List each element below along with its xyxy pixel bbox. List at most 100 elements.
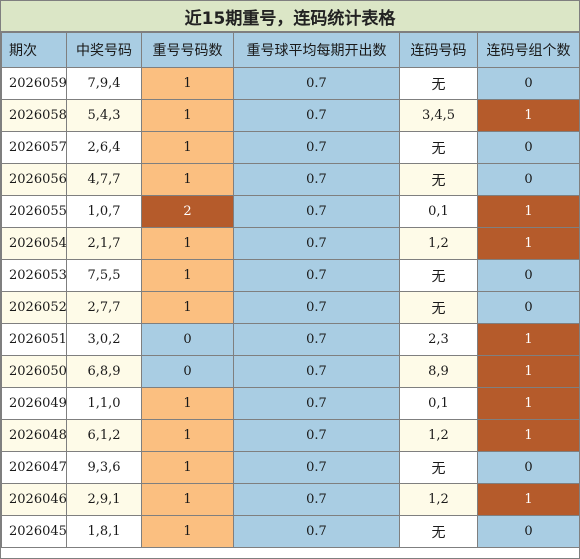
table-row: 2026046 2,9,1 1 0.7 1,2 1 [1, 483, 580, 516]
repeat-count-cell: 1 [141, 67, 234, 100]
table-row: 2026058 5,4,3 1 0.7 3,4,5 1 [1, 99, 580, 132]
repeat-average-cell: 0.7 [233, 355, 400, 388]
winning-numbers-cell: 6,8,9 [66, 355, 142, 388]
lian-groups-cell: 0 [477, 451, 580, 484]
repeat-count-cell: 0 [141, 355, 234, 388]
repeat-count-cell: 2 [141, 195, 234, 228]
winning-numbers-cell: 6,1,2 [66, 419, 142, 452]
period-cell: 2026057 [1, 131, 67, 164]
winning-numbers-cell: 2,6,4 [66, 131, 142, 164]
period-cell: 2026049 [1, 387, 67, 420]
winning-numbers-cell: 2,9,1 [66, 483, 142, 516]
period-cell: 2026056 [1, 163, 67, 196]
winning-numbers-cell: 3,0,2 [66, 323, 142, 356]
winning-numbers-cell: 7,5,5 [66, 259, 142, 292]
repeat-average-cell: 0.7 [233, 291, 400, 324]
lian-numbers-cell: 无 [399, 515, 478, 548]
lian-groups-cell: 1 [477, 227, 580, 260]
lian-groups-cell: 1 [477, 387, 580, 420]
lian-groups-cell: 0 [477, 131, 580, 164]
winning-numbers-cell: 2,1,7 [66, 227, 142, 260]
lian-numbers-cell: 2,3 [399, 323, 478, 356]
repeat-count-cell: 1 [141, 387, 234, 420]
lian-groups-cell: 1 [477, 355, 580, 388]
lian-groups-cell: 1 [477, 99, 580, 132]
table-row: 2026048 6,1,2 1 0.7 1,2 1 [1, 419, 580, 452]
period-cell: 2026052 [1, 291, 67, 324]
lian-numbers-cell: 无 [399, 451, 478, 484]
header-period: 期次 [1, 32, 67, 68]
header-lian-groups: 连码号组个数 [477, 32, 580, 68]
period-cell: 2026054 [1, 227, 67, 260]
repeat-average-cell: 0.7 [233, 67, 400, 100]
repeat-count-cell: 1 [141, 515, 234, 548]
header-repeat-average: 重号球平均每期开出数 [233, 32, 400, 68]
repeat-count-cell: 1 [141, 99, 234, 132]
repeat-average-cell: 0.7 [233, 515, 400, 548]
repeat-count-cell: 0 [141, 323, 234, 356]
repeat-average-cell: 0.7 [233, 99, 400, 132]
lian-groups-cell: 1 [477, 195, 580, 228]
winning-numbers-cell: 1,8,1 [66, 515, 142, 548]
table-row: 2026049 1,1,0 1 0.7 0,1 1 [1, 387, 580, 420]
repeat-average-cell: 0.7 [233, 163, 400, 196]
repeat-count-cell: 1 [141, 419, 234, 452]
table-body: 2026059 7,9,4 1 0.7 无 0 2026058 5,4,3 1 0.7 3,4,5 1… [1, 67, 580, 548]
period-cell: 2026048 [1, 419, 67, 452]
repeat-average-cell: 0.7 [233, 131, 400, 164]
table-row: 2026054 2,1,7 1 0.7 1,2 1 [1, 227, 580, 260]
repeat-count-cell: 1 [141, 483, 234, 516]
lian-numbers-cell: 0,1 [399, 195, 478, 228]
winning-numbers-cell: 4,7,7 [66, 163, 142, 196]
winning-numbers-cell: 1,1,0 [66, 387, 142, 420]
winning-numbers-cell: 1,0,7 [66, 195, 142, 228]
table-row: 2026052 2,7,7 1 0.7 无 0 [1, 291, 580, 324]
table-row: 2026053 7,5,5 1 0.7 无 0 [1, 259, 580, 292]
winning-numbers-cell: 7,9,4 [66, 67, 142, 100]
stats-table: 期次 中奖号码 重号号码数 重号球平均每期开出数 连码号码 连码号组个数 202… [1, 32, 580, 548]
table-row: 2026051 3,0,2 0 0.7 2,3 1 [1, 323, 580, 356]
header-row: 期次 中奖号码 重号号码数 重号球平均每期开出数 连码号码 连码号组个数 [1, 32, 580, 68]
table-row: 2026056 4,7,7 1 0.7 无 0 [1, 163, 580, 196]
lian-numbers-cell: 1,2 [399, 227, 478, 260]
repeat-average-cell: 0.7 [233, 227, 400, 260]
repeat-average-cell: 0.7 [233, 323, 400, 356]
repeat-count-cell: 1 [141, 131, 234, 164]
table-row: 2026045 1,8,1 1 0.7 无 0 [1, 515, 580, 548]
lian-groups-cell: 1 [477, 483, 580, 516]
lian-groups-cell: 1 [477, 323, 580, 356]
table-title: 近15期重号，连码统计表格 [1, 1, 579, 32]
period-cell: 2026045 [1, 515, 67, 548]
lian-numbers-cell: 无 [399, 131, 478, 164]
repeat-average-cell: 0.7 [233, 195, 400, 228]
repeat-average-cell: 0.7 [233, 387, 400, 420]
lian-numbers-cell: 3,4,5 [399, 99, 478, 132]
lian-numbers-cell: 8,9 [399, 355, 478, 388]
repeat-average-cell: 0.7 [233, 419, 400, 452]
repeat-count-cell: 1 [141, 451, 234, 484]
winning-numbers-cell: 2,7,7 [66, 291, 142, 324]
lian-numbers-cell: 1,2 [399, 483, 478, 516]
repeat-average-cell: 0.7 [233, 259, 400, 292]
period-cell: 2026050 [1, 355, 67, 388]
period-cell: 2026053 [1, 259, 67, 292]
lian-numbers-cell: 无 [399, 291, 478, 324]
winning-numbers-cell: 9,3,6 [66, 451, 142, 484]
period-cell: 2026047 [1, 451, 67, 484]
repeat-average-cell: 0.7 [233, 451, 400, 484]
table-row: 2026050 6,8,9 0 0.7 8,9 1 [1, 355, 580, 388]
repeat-count-cell: 1 [141, 259, 234, 292]
repeat-average-cell: 0.7 [233, 483, 400, 516]
period-cell: 2026046 [1, 483, 67, 516]
lian-numbers-cell: 无 [399, 67, 478, 100]
lian-groups-cell: 0 [477, 259, 580, 292]
table-row: 2026047 9,3,6 1 0.7 无 0 [1, 451, 580, 484]
period-cell: 2026058 [1, 99, 67, 132]
lian-groups-cell: 0 [477, 515, 580, 548]
lian-numbers-cell: 1,2 [399, 419, 478, 452]
header-lian-numbers: 连码号码 [399, 32, 478, 68]
repeat-count-cell: 1 [141, 163, 234, 196]
lian-groups-cell: 0 [477, 163, 580, 196]
period-cell: 2026059 [1, 67, 67, 100]
